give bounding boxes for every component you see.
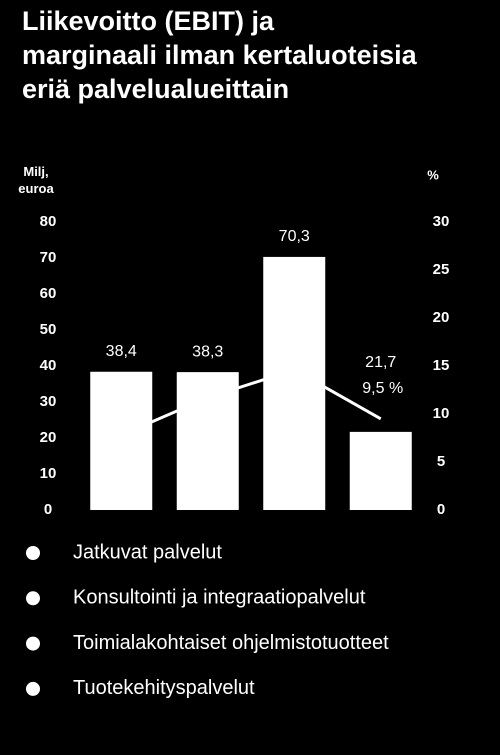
legend-label: Tuotekehityspalvelut [73, 677, 255, 699]
legend-label: Jatkuvat palvelut [73, 541, 222, 563]
y-tick-label: 40 [40, 357, 57, 374]
legend-label: Toimialakohtaiset ohjelmistotuotteet [73, 632, 389, 654]
y2-tick-label: 5 [437, 453, 445, 470]
legend-label: Konsultointi ja integraatiopalvelut [73, 587, 366, 609]
chart-title: Liikevoitto (EBIT) ja marginaali ilman k… [22, 6, 417, 104]
y2-tick-label: 30 [433, 213, 450, 230]
y-tick-label: 0 [44, 501, 52, 518]
y-axis-label: Milj, euroa [18, 164, 54, 196]
y-tick-label: 10 [40, 465, 57, 482]
legend-marker [26, 546, 40, 560]
bar-value-label: 70,3 [279, 228, 310, 245]
y-tick-label: 60 [40, 285, 57, 302]
y-tick-label: 80 [40, 213, 57, 230]
legend-marker [26, 591, 40, 606]
bar [90, 371, 153, 510]
y2-axis-label: % [427, 167, 439, 182]
legend-marker [26, 681, 40, 696]
y2-tick-label: 0 [437, 501, 445, 518]
y2-tick-label: 10 [433, 405, 450, 422]
bar [176, 372, 239, 510]
y2-tick-label: 25 [433, 261, 450, 278]
y-tick-label: 30 [40, 393, 57, 410]
bar [349, 431, 412, 510]
y2-tick-label: 15 [433, 357, 450, 374]
line [120, 368, 382, 437]
line-value-label: 9,5 % [362, 380, 403, 397]
bar-value-label: 38,4 [106, 343, 137, 360]
y2-tick-label: 20 [433, 309, 450, 326]
y-tick-label: 70 [40, 249, 57, 266]
bar [263, 256, 326, 510]
y-tick-label: 20 [40, 429, 57, 446]
y-tick-label: 50 [40, 321, 57, 338]
legend-marker [26, 636, 40, 651]
bar-value-label: 21,7 [365, 354, 396, 371]
bar-value-label: 38,3 [192, 343, 223, 360]
